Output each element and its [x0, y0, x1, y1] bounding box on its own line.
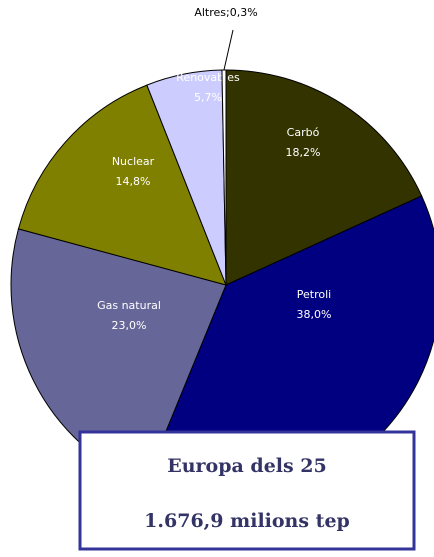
leader-line [223, 29, 234, 71]
pie-slice [225, 69, 423, 286]
slice-value: 14,8% [116, 175, 151, 188]
slice-value: 23,0% [112, 319, 147, 332]
slice-label: Renovables [176, 71, 240, 84]
slice-name: Altres [194, 6, 226, 19]
annotation: 1.676,9 milions tep [144, 510, 350, 532]
slice-label: Gas natural [97, 299, 161, 312]
slice-value: 5,7% [194, 91, 222, 104]
annotation: Europa dels 25 [167, 455, 327, 477]
slice-label: Carbó [287, 126, 320, 139]
slice-value: 18,2% [286, 146, 321, 159]
info-box [78, 430, 416, 551]
slice-label: Nuclear [112, 155, 155, 168]
slice-label: Petroli [297, 288, 331, 301]
slice-label: Altres;0,3% [194, 6, 257, 19]
label-separator: ; [226, 6, 230, 19]
slice-value: 38,0% [297, 308, 332, 321]
pie-slice [17, 84, 227, 286]
slice-value: 0,3% [230, 6, 258, 19]
